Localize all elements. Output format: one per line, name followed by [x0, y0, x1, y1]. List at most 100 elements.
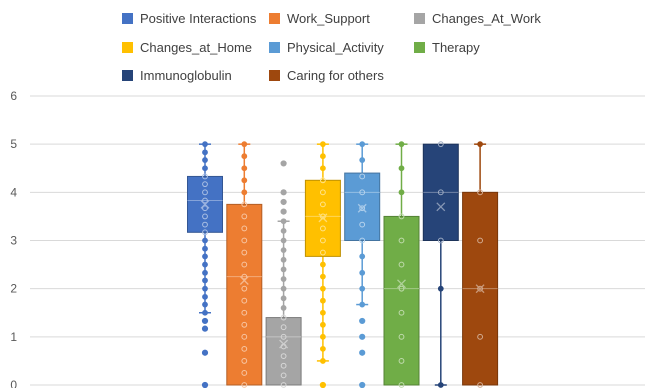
data-point [477, 141, 484, 148]
box [344, 172, 381, 241]
data-point [359, 173, 366, 180]
legend-item: Therapy [414, 40, 480, 55]
legend-swatch [269, 42, 280, 53]
data-point [241, 345, 248, 352]
outlier-point [201, 317, 209, 325]
data-point [320, 273, 326, 280]
data-point [437, 285, 444, 292]
data-point [202, 165, 208, 172]
legend-swatch [122, 13, 133, 24]
legend-label: Immunoglobulin [140, 68, 232, 83]
data-point [320, 249, 326, 256]
data-point [398, 213, 405, 220]
legend-label: Changes_at_Home [140, 40, 253, 55]
data-point [241, 165, 248, 172]
data-point [241, 358, 248, 364]
data-point [477, 333, 484, 340]
data-point [280, 305, 287, 311]
data-point [280, 266, 287, 273]
data-point [398, 189, 405, 196]
outlier-point [359, 381, 366, 388]
data-point [320, 213, 326, 220]
data-point [202, 277, 208, 284]
data-point [280, 372, 287, 379]
data-point [280, 247, 287, 254]
legend-item: Changes_at_Home [122, 40, 252, 55]
data-point [477, 382, 484, 388]
data-point [359, 237, 366, 244]
data-point [320, 261, 326, 268]
legend-label: Caring for others [287, 68, 384, 83]
y-tick-label: 4 [10, 185, 17, 199]
data-point [241, 249, 248, 256]
data-point [280, 285, 287, 292]
data-point [437, 189, 444, 196]
data-point [398, 165, 405, 172]
data-point [359, 253, 366, 260]
y-tick-label: 5 [10, 137, 17, 151]
data-point [280, 227, 287, 234]
data-point [320, 333, 326, 340]
y-tick-label: 2 [10, 282, 17, 296]
mean-marker [436, 202, 446, 212]
mean-marker [239, 276, 249, 285]
mean-marker [397, 279, 406, 289]
data-point [241, 321, 248, 328]
data-point [320, 165, 326, 172]
legend-item: Caring for others [269, 68, 384, 83]
data-point [202, 237, 208, 244]
outlier-point [359, 349, 366, 356]
data-point [398, 382, 405, 388]
mean-marker [318, 213, 328, 223]
data-point [320, 297, 326, 304]
legend-item: Immunoglobulin [122, 68, 232, 83]
data-point [241, 201, 248, 208]
data-point [280, 276, 287, 282]
data-point [280, 382, 287, 388]
legend-swatch [269, 70, 280, 81]
data-point [202, 229, 208, 236]
data-point [398, 237, 405, 244]
legend-swatch [414, 13, 425, 24]
data-point [202, 197, 208, 204]
data-point [398, 333, 405, 340]
data-point [359, 157, 366, 163]
mean-marker [279, 339, 289, 349]
box [304, 179, 341, 257]
outlier-point [280, 189, 287, 196]
data-point [241, 177, 248, 184]
y-tick-label: 1 [10, 330, 17, 344]
data-point [437, 382, 444, 388]
data-point [320, 153, 326, 160]
data-point [241, 273, 248, 280]
data-point [241, 382, 248, 388]
data-point [320, 141, 326, 148]
mean-marker [200, 199, 210, 209]
legend-label: Changes_At_Work [432, 11, 541, 26]
data-point [202, 173, 208, 180]
data-point [202, 269, 208, 276]
data-point [280, 295, 287, 302]
data-point [359, 205, 366, 212]
data-point [241, 225, 248, 232]
data-point [202, 221, 208, 228]
data-point [202, 205, 208, 212]
data-point [398, 358, 405, 364]
data-point [477, 237, 484, 244]
data-point [241, 309, 248, 316]
data-point [437, 141, 444, 148]
data-point [359, 301, 366, 308]
data-point [359, 285, 366, 292]
data-point [280, 333, 287, 340]
data-point [320, 177, 326, 184]
data-point [320, 285, 326, 292]
data-point [398, 309, 405, 316]
data-point [202, 189, 208, 196]
data-point [202, 309, 208, 316]
data-point [398, 261, 405, 268]
data-point [241, 213, 248, 220]
data-point [241, 141, 248, 148]
mean-marker [357, 203, 367, 213]
legend-label: Therapy [432, 40, 480, 55]
